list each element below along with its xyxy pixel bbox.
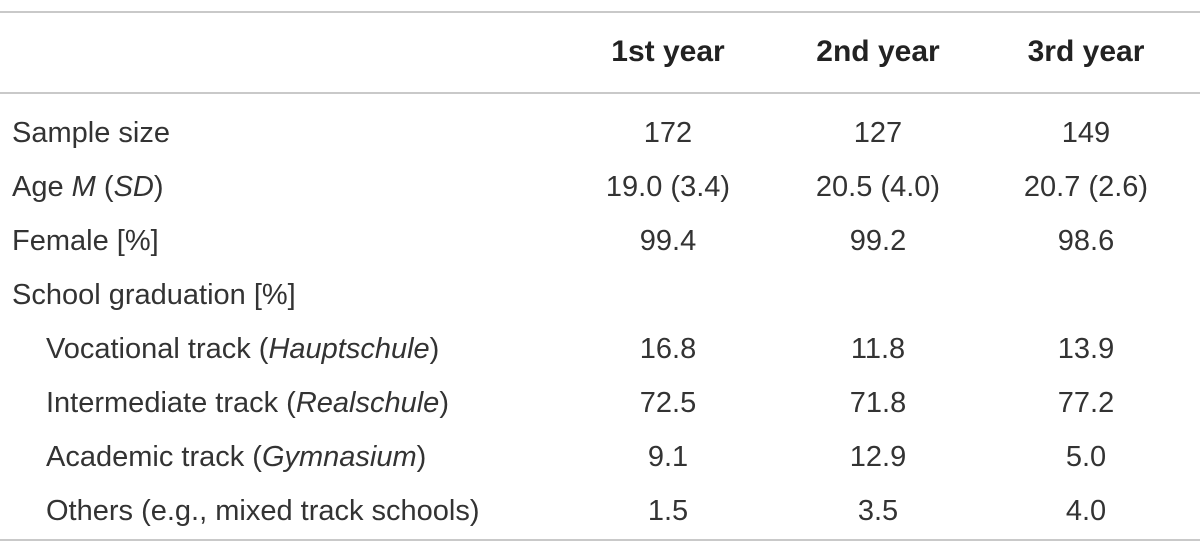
table-row-age: Age M (SD) 19.0 (3.4) 20.5 (4.0) 20.7 (2… (0, 160, 1200, 214)
cell-1st-year: 72.5 (639, 387, 697, 419)
cell-1st-year: 99.4 (639, 225, 697, 257)
cell-3rd-year: 77.2 (1057, 387, 1115, 419)
table-header-row: 1st year 2nd year 3rd year (0, 25, 1200, 79)
table-top-rule (0, 11, 1200, 13)
cell-3rd-year: 4.0 (1065, 495, 1107, 527)
column-header-1st-year: 1st year (611, 35, 725, 68)
cell-1st-year: 9.1 (647, 441, 689, 473)
label-italic: Realschule (295, 387, 440, 419)
label-italic-sd: SD (113, 171, 154, 203)
cell-1st-year: 19.0 (3.4) (605, 171, 731, 203)
label-italic-m: M (71, 171, 96, 203)
label-italic: Hauptschule (268, 333, 430, 365)
label-text: ) (429, 333, 440, 365)
label-text: ( (95, 171, 114, 203)
table-row-intermediate-track: Intermediate track (Realschule) 72.5 71.… (0, 376, 1200, 430)
cell-3rd-year: 149 (1061, 117, 1111, 149)
cell-3rd-year: 13.9 (1057, 333, 1115, 365)
column-header-3rd-year: 3rd year (1027, 35, 1145, 68)
table-row-academic-track: Academic track (Gymnasium) 9.1 12.9 5.0 (0, 430, 1200, 484)
cell-2nd-year: 20.5 (4.0) (815, 171, 941, 203)
table-row-others: Others (e.g., mixed track schools) 1.5 3… (0, 484, 1200, 538)
row-label: Sample size (12, 117, 170, 149)
row-label: School graduation [%] (12, 279, 296, 311)
label-text: ) (439, 387, 449, 419)
table-row-sample-size: Sample size 172 127 149 (0, 106, 1200, 160)
cell-2nd-year: 3.5 (857, 495, 899, 527)
cell-1st-year: 16.8 (639, 333, 697, 365)
cell-1st-year: 172 (643, 117, 693, 149)
label-text: Age (12, 171, 72, 203)
table-bottom-rule (0, 539, 1200, 541)
cell-2nd-year: 99.2 (849, 225, 907, 257)
label-text: ) (153, 171, 164, 203)
table-row-school-graduation: School graduation [%] (0, 268, 1200, 322)
table-row-vocational-track: Vocational track (Hauptschule) 16.8 11.8… (0, 322, 1200, 376)
row-label: Vocational track (Hauptschule) (46, 322, 439, 376)
cell-2nd-year: 127 (853, 117, 903, 149)
table-row-female: Female [%] 99.4 99.2 98.6 (0, 214, 1200, 268)
table-header-rule (0, 92, 1200, 94)
label-text: Vocational track ( (46, 333, 269, 365)
cell-3rd-year: 5.0 (1065, 441, 1107, 473)
cell-3rd-year: 98.6 (1057, 225, 1115, 257)
cell-3rd-year: 20.7 (2.6) (1023, 171, 1149, 203)
cell-2nd-year: 11.8 (850, 333, 906, 365)
row-label: Age M (SD) (12, 160, 164, 214)
row-label: Others (e.g., mixed track schools) (46, 495, 480, 527)
cell-1st-year: 1.5 (647, 495, 689, 527)
column-header-2nd-year: 2nd year (816, 35, 940, 68)
cell-2nd-year: 12.9 (849, 441, 907, 473)
label-text: Intermediate track ( (46, 387, 296, 419)
label-text: Academic track ( (46, 441, 262, 473)
label-text: ) (416, 441, 427, 473)
label-italic: Gymnasium (261, 441, 417, 473)
cell-2nd-year: 71.8 (849, 387, 907, 419)
row-label: Academic track (Gymnasium) (46, 430, 426, 484)
row-label: Female [%] (12, 225, 159, 257)
row-label: Intermediate track (Realschule) (46, 376, 449, 430)
